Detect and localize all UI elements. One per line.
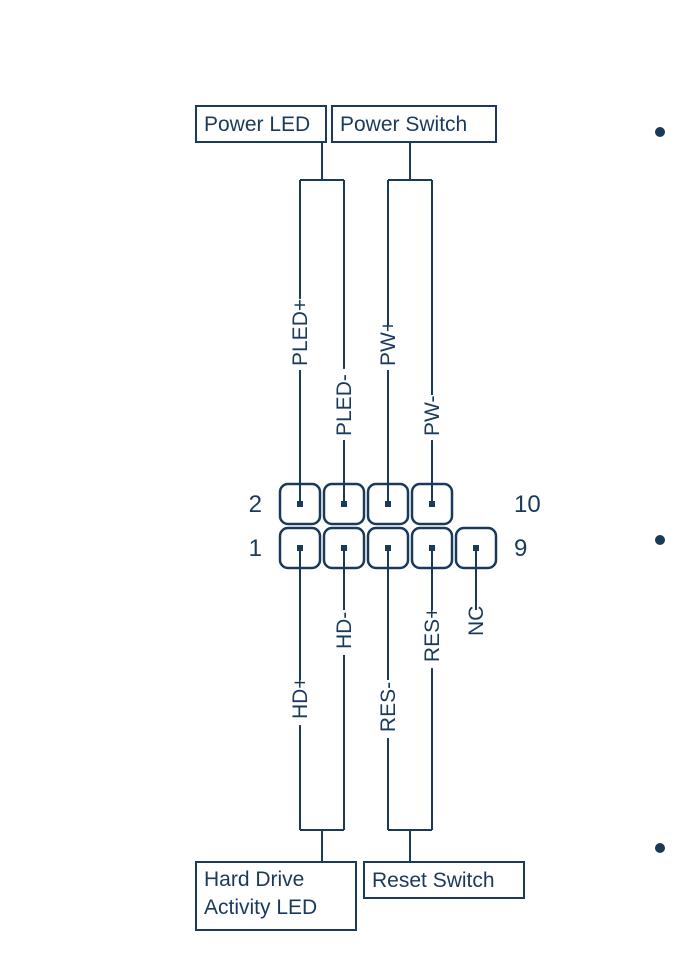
pin-number-10: 10 xyxy=(514,491,541,518)
signal-label-PLED-: PLED- xyxy=(333,374,356,436)
label-text-hard_drive-2: Activity LED xyxy=(204,896,317,919)
signal-label-RES+: RES+ xyxy=(421,607,444,662)
pin-number-2: 2 xyxy=(249,491,262,518)
label-text-power_switch: Power Switch xyxy=(340,113,467,136)
pin-number-1: 1 xyxy=(249,535,262,562)
pin-number-9: 9 xyxy=(514,535,527,562)
front-panel-header-diagram: 2 1 10 9 PLED+ PLED- PW+ PW- HD+ HD- RES- RES+ NC Pow… xyxy=(0,0,700,979)
label-text-reset_switch: Reset Switch xyxy=(372,869,495,892)
bullet-2 xyxy=(655,843,665,853)
signal-label-PLED+: PLED+ xyxy=(289,299,312,366)
bullet-1 xyxy=(655,535,665,545)
signal-label-HD-: HD- xyxy=(333,612,356,649)
signal-label-HD+: HD+ xyxy=(289,676,312,719)
signal-label-RES-: RES- xyxy=(377,682,400,732)
signal-label-PW+: PW+ xyxy=(377,320,400,366)
signal-label-NC: NC xyxy=(465,606,488,636)
label-text-power_led: Power LED xyxy=(204,113,310,136)
bullet-0 xyxy=(655,127,665,137)
label-text-hard_drive-1: Hard Drive xyxy=(204,868,304,891)
signal-label-PW-: PW- xyxy=(421,396,444,436)
